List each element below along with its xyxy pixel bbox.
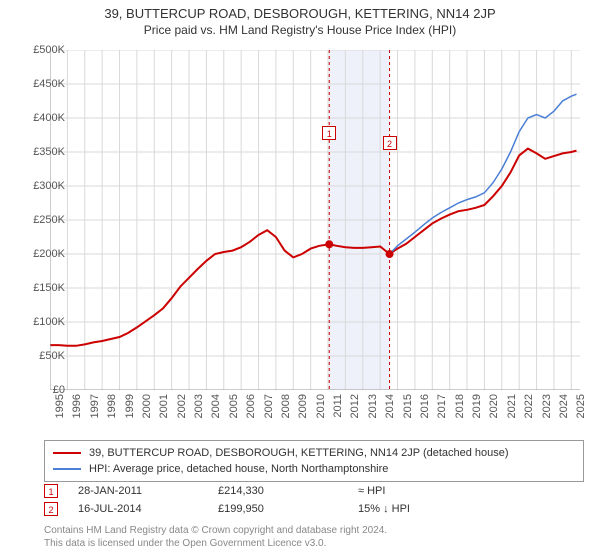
x-axis-label: 2009 <box>297 394 309 424</box>
x-axis-label: 2002 <box>176 394 188 424</box>
x-axis-label: 2023 <box>541 394 553 424</box>
y-axis-label: £50K <box>20 350 65 362</box>
x-axis-label: 2008 <box>280 394 292 424</box>
transaction-row: 1 28-JAN-2011£214,330≈ HPI <box>44 482 584 500</box>
legend-label: 39, BUTTERCUP ROAD, DESBOROUGH, KETTERIN… <box>89 447 509 459</box>
footer-line-2: This data is licensed under the Open Gov… <box>44 537 584 550</box>
x-axis-label: 2024 <box>558 394 570 424</box>
x-axis-label: 1997 <box>89 394 101 424</box>
y-axis-label: £400K <box>20 112 65 124</box>
x-axis-label: 2001 <box>158 394 170 424</box>
y-axis-label: £350K <box>20 146 65 158</box>
chart-title: 39, BUTTERCUP ROAD, DESBOROUGH, KETTERIN… <box>0 0 600 21</box>
sale-marker-2: 2 <box>383 136 397 150</box>
x-axis-label: 2012 <box>349 394 361 424</box>
legend-swatch <box>53 452 81 454</box>
x-axis-label: 2019 <box>471 394 483 424</box>
footer-line-1: Contains HM Land Registry data © Crown c… <box>44 524 584 537</box>
x-axis-label: 1998 <box>106 394 118 424</box>
transactions-table: 1 28-JAN-2011£214,330≈ HPI 2 16-JUL-2014£19… <box>44 482 584 518</box>
chart-svg <box>50 50 580 390</box>
legend-swatch <box>53 468 81 470</box>
x-axis-label: 2020 <box>488 394 500 424</box>
x-axis-label: 2015 <box>402 394 414 424</box>
x-axis-label: 1996 <box>71 394 83 424</box>
chart-subtitle: Price paid vs. HM Land Registry's House … <box>0 21 600 41</box>
transaction-delta: ≈ HPI <box>358 485 498 497</box>
y-axis-label: £100K <box>20 316 65 328</box>
x-axis-label: 2006 <box>245 394 257 424</box>
transaction-price: £199,950 <box>218 503 358 515</box>
legend-box: 39, BUTTERCUP ROAD, DESBOROUGH, KETTERIN… <box>44 440 584 482</box>
x-axis-label: 2021 <box>506 394 518 424</box>
legend-item: 39, BUTTERCUP ROAD, DESBOROUGH, KETTERIN… <box>53 445 575 461</box>
plot-area <box>50 50 580 390</box>
x-axis-label: 2005 <box>228 394 240 424</box>
x-axis-label: 2011 <box>332 394 344 424</box>
transaction-marker: 2 <box>44 502 58 516</box>
x-axis-label: 2004 <box>210 394 222 424</box>
x-axis-label: 2025 <box>575 394 587 424</box>
transaction-date: 28-JAN-2011 <box>78 485 218 497</box>
y-axis-label: £250K <box>20 214 65 226</box>
x-axis-label: 2022 <box>523 394 535 424</box>
x-axis-label: 2018 <box>454 394 466 424</box>
transaction-marker: 1 <box>44 484 58 498</box>
x-axis-label: 1995 <box>54 394 66 424</box>
x-axis-label: 2010 <box>315 394 327 424</box>
x-axis-label: 2007 <box>263 394 275 424</box>
x-axis-label: 2016 <box>419 394 431 424</box>
x-axis-label: 2000 <box>141 394 153 424</box>
y-axis-label: £200K <box>20 248 65 260</box>
transaction-date: 16-JUL-2014 <box>78 503 218 515</box>
transaction-row: 2 16-JUL-2014£199,95015% ↓ HPI <box>44 500 584 518</box>
y-axis-label: £300K <box>20 180 65 192</box>
legend-item: HPI: Average price, detached house, Nort… <box>53 461 575 477</box>
legend-label: HPI: Average price, detached house, Nort… <box>89 463 388 475</box>
y-axis-label: £500K <box>20 44 65 56</box>
transaction-price: £214,330 <box>218 485 358 497</box>
x-axis-label: 2003 <box>193 394 205 424</box>
footer-attribution: Contains HM Land Registry data © Crown c… <box>44 524 584 550</box>
x-axis-label: 1999 <box>124 394 136 424</box>
x-axis-label: 2013 <box>367 394 379 424</box>
x-axis-label: 2017 <box>436 394 448 424</box>
transaction-delta: 15% ↓ HPI <box>358 503 498 515</box>
y-axis-label: £450K <box>20 78 65 90</box>
x-axis-label: 2014 <box>384 394 396 424</box>
sale-marker-1: 1 <box>322 126 336 140</box>
y-axis-label: £150K <box>20 282 65 294</box>
